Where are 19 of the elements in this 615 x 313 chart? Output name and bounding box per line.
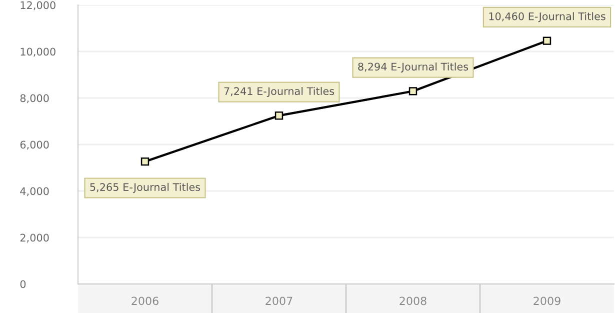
y-tick-label: 2,000	[20, 234, 49, 243]
point	[140, 157, 150, 166]
x-tick-label: 2009	[534, 296, 560, 306]
data-label: 10,460 E-Journal Titles	[489, 12, 606, 22]
x-tick-label: 2006	[132, 296, 158, 306]
y-tick-label: 8,000	[20, 94, 49, 104]
data-label: 7,241 E-Journal Titles	[224, 86, 334, 97]
point	[542, 36, 552, 45]
data-label: 5,265 E-Journal Titles	[90, 182, 200, 193]
y-tick-label: 10,000	[20, 48, 56, 57]
y-tick-label: 6,000	[20, 140, 49, 150]
y-tick-label: 12,000	[20, 1, 56, 10]
y-tick-label: 0	[20, 280, 26, 288]
y-tick-label: 4,000	[20, 187, 49, 196]
data-label: 8,294 E-Journal Titles	[358, 62, 468, 73]
point	[274, 112, 284, 120]
x-tick-label: 2008	[400, 296, 426, 306]
x-tick-label: 2007	[266, 296, 292, 306]
point	[408, 87, 418, 96]
